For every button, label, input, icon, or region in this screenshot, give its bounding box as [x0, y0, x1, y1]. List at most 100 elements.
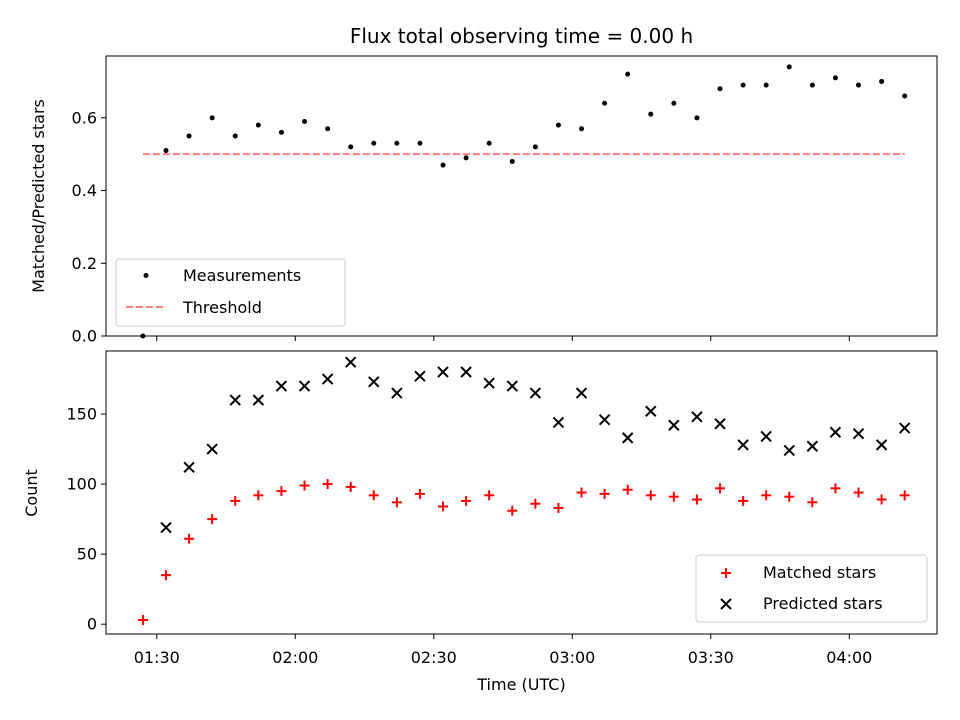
predicted-stars-point — [621, 432, 634, 444]
matched-stars-point — [184, 533, 195, 544]
predicted-stars-point — [691, 411, 703, 423]
count-x-axis-label: Time (UTC) — [476, 675, 565, 694]
predicted-stars-point — [852, 427, 865, 440]
threshold-legend-label: Threshold — [182, 298, 262, 317]
measurements-point — [717, 86, 723, 92]
predicted-stars-point — [275, 380, 288, 392]
measurements-point — [232, 133, 238, 139]
measurements-point — [902, 93, 908, 99]
predicted-stars-point-b — [344, 356, 357, 368]
predicted-stars-point — [737, 439, 749, 451]
predicted-stars-point-b — [691, 411, 703, 423]
ratio-panel: Flux total observing time = 0.00 h Match… — [29, 24, 938, 346]
count-axes-frame — [105, 350, 938, 635]
ratio-legend: Measurements Threshold — [115, 258, 346, 327]
measurements-point — [463, 155, 469, 161]
ratio-y-tick-label: 0.6 — [72, 108, 97, 127]
predicted-stars-point-b — [621, 432, 634, 444]
predicted-stars-point — [645, 405, 657, 417]
matched-stars-point — [553, 502, 564, 513]
predicted-stars-point-b — [575, 387, 588, 399]
predicted-stars-point — [368, 376, 380, 388]
predicted-stars-point-b — [783, 444, 795, 457]
predicted-stars-point-b — [160, 521, 172, 534]
count-x-tick-label: 03:00 — [549, 648, 595, 667]
count-y-tick-label: 50 — [77, 545, 97, 564]
predicted-stars-point — [875, 439, 888, 451]
matched-stars-point — [622, 484, 633, 495]
predicted-stars-point-b — [460, 366, 472, 378]
predicted-stars-point-b — [206, 443, 218, 455]
predicted-stars-point-b — [898, 422, 911, 434]
predicted-stars-point-b — [275, 380, 288, 392]
measurements-point — [809, 82, 815, 88]
ratio-axes-frame — [105, 55, 938, 337]
ratio-y-tick-label: 0.0 — [72, 327, 97, 346]
predicted-stars-point-b — [852, 427, 865, 440]
measurements-point — [302, 118, 308, 124]
ratio-legend-box — [115, 258, 346, 327]
matched-stars-point — [668, 491, 679, 502]
predicted-stars-point — [183, 461, 195, 473]
count-legend-box — [695, 554, 928, 623]
predicted-stars-point — [598, 413, 611, 426]
matched-stars-point — [461, 495, 472, 506]
measurements-point — [440, 162, 446, 168]
matched-stars-point — [853, 487, 864, 498]
measurements-point — [394, 140, 400, 146]
measurements-point — [532, 144, 538, 150]
matched-stars-point — [830, 483, 841, 494]
measurements-point — [694, 115, 700, 121]
ratio-axis-ticks: 0.0 0.2 0.4 0.6 — [72, 108, 850, 346]
predicted-stars-point — [483, 377, 495, 389]
measurements-point — [371, 140, 377, 146]
matched-stars-point — [137, 614, 148, 625]
measurements-point — [740, 82, 746, 88]
count-panel: Count Time (UTC) 0 50 100 150 01:30 02:00 02:3… — [22, 350, 938, 694]
matched-stars-point — [484, 490, 495, 501]
predicted-stars-point — [252, 394, 265, 406]
predicted-stars-point-b — [598, 413, 611, 426]
measurements-point — [509, 158, 515, 164]
matched-stars-point — [899, 490, 910, 501]
count-x-tick-label: 02:30 — [411, 648, 457, 667]
predicted-stars-point — [529, 387, 542, 399]
count-y-tick-label: 0 — [87, 615, 97, 634]
matched-stars-point — [507, 505, 518, 516]
predicted-stars-point — [414, 370, 426, 382]
predicted-stars-point-b — [714, 418, 726, 430]
matched-stars-point — [207, 514, 218, 525]
measurements-point — [856, 82, 862, 88]
measurements-point — [671, 100, 677, 106]
predicted-stars-point — [552, 416, 565, 429]
predicted-stars-point — [229, 394, 241, 406]
matched-stars-point — [876, 494, 887, 505]
predicted-stars-point — [829, 426, 842, 438]
measurements-point — [348, 144, 354, 150]
matched-stars-point — [784, 491, 795, 502]
matched-stars-point — [414, 488, 425, 499]
measurements-point — [879, 78, 885, 84]
matched-stars-point — [253, 490, 264, 501]
chart-title: Flux total observing time = 0.00 h — [350, 24, 693, 48]
matched-stars-point — [645, 490, 656, 501]
measurements-point — [579, 126, 585, 132]
predicted-stars-point — [206, 443, 218, 455]
matched-stars-point — [368, 490, 379, 501]
count-x-tick-label: 04:00 — [826, 648, 872, 667]
predicted-stars-point-b — [391, 387, 403, 399]
predicted-stars-point — [668, 419, 680, 431]
predicted-stars-point — [806, 440, 819, 452]
predicted-stars-point — [575, 387, 588, 399]
measurements-point — [648, 111, 654, 117]
predicted-stars-point-b — [529, 387, 542, 399]
measurements-legend-marker — [143, 273, 149, 278]
predicted-stars-point-b — [760, 430, 772, 443]
measurements-point — [417, 140, 423, 146]
measurements-point — [255, 122, 261, 128]
predicted-stars-point — [714, 418, 726, 430]
count-y-tick-label: 100 — [66, 475, 97, 494]
predicted-stars-point-b — [875, 439, 888, 451]
measurements-point — [209, 115, 215, 121]
predicted-stars-point-b — [298, 380, 311, 392]
